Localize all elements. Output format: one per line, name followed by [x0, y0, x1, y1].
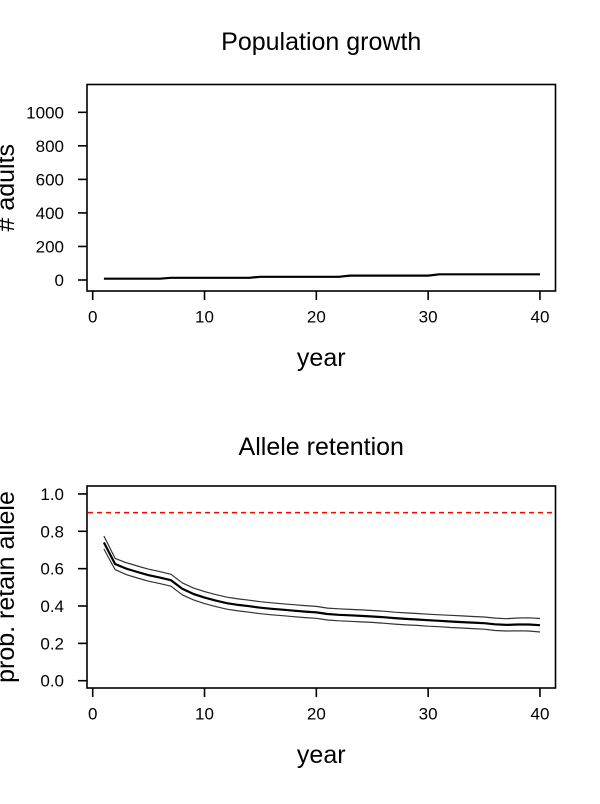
- plot-allele-retention: 0 10 20 30 40 0.0 0.2 0.4 0.6 0.8 1.0 Allele retent…: [0, 433, 557, 769]
- x-tick-label: 10: [195, 308, 214, 327]
- y-tick-label: 0.8: [40, 522, 64, 541]
- y-tick-label: 0: [55, 271, 64, 290]
- chart-title: Allele retention: [239, 433, 404, 461]
- y-axis-label: # adults: [0, 144, 20, 232]
- x-axis-label: year: [297, 741, 346, 769]
- x-tick-label: 0: [88, 308, 97, 327]
- series-line-lower_band: [103, 548, 541, 633]
- y-axis-label: prob. retain allele: [0, 491, 20, 683]
- x-tick-label: 20: [307, 308, 326, 327]
- y-tick-label: 1.0: [40, 485, 64, 504]
- x-tick-label: 40: [530, 308, 549, 327]
- series-line-population: [103, 273, 540, 280]
- y-tick-label: 800: [36, 137, 64, 156]
- x-tick-label: 30: [419, 308, 438, 327]
- x-tick-label: 30: [419, 705, 438, 724]
- chart-title: Population growth: [221, 28, 421, 56]
- y-tick-label: 600: [36, 170, 64, 189]
- y-tick-label: 1000: [26, 103, 64, 122]
- plot-box: [86, 83, 557, 292]
- x-tick-label: 10: [195, 705, 214, 724]
- x-tick-label: 40: [530, 705, 549, 724]
- x-axis-label: year: [297, 344, 346, 372]
- x-tick-label: 20: [307, 705, 326, 724]
- y-tick-label: 0.6: [40, 560, 64, 579]
- y-tick-label: 400: [36, 204, 64, 223]
- y-tick-label: 200: [36, 237, 64, 256]
- series-line-upper_band: [103, 535, 541, 620]
- series-line-mean: [102, 541, 541, 627]
- y-tick-label: 0.4: [40, 597, 64, 616]
- plot-box: [86, 485, 557, 689]
- y-tick-label: 0.2: [40, 634, 64, 653]
- x-tick-label: 0: [88, 705, 97, 724]
- y-tick-label: 0.0: [40, 672, 64, 691]
